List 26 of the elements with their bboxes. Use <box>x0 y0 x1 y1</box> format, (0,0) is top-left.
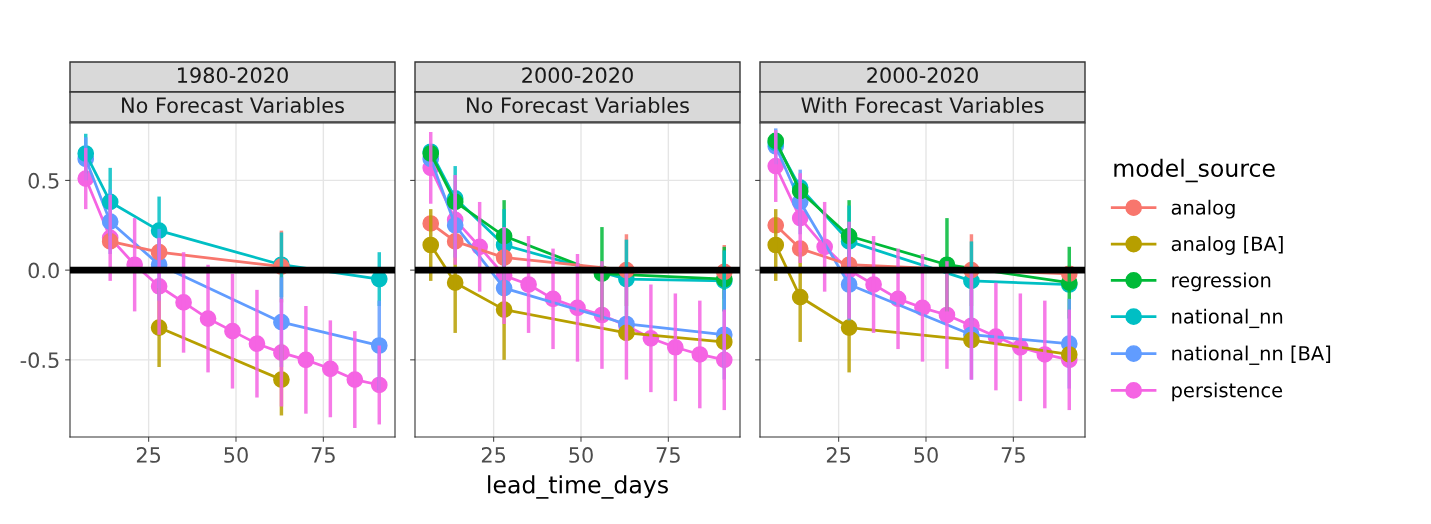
y-tick-label: 0.0 <box>28 262 59 279</box>
x-tick-label: 25 <box>826 447 851 463</box>
x-tick-label: 75 <box>1001 447 1025 463</box>
legend-title: model_source <box>1114 158 1275 183</box>
x-tick-label: 50 <box>224 447 248 463</box>
legend-label: national_nn <box>1172 308 1283 329</box>
x-tick-label: 25 <box>136 447 161 463</box>
legend-label: analog <box>1171 199 1235 219</box>
y-tick-label: 0.5 <box>28 172 59 189</box>
legend-label: national_nn [BA] <box>1172 345 1331 365</box>
x-tick-label: 75 <box>656 447 680 463</box>
legend-label: regression <box>1172 272 1271 292</box>
x-tick-label: 75 <box>311 447 335 463</box>
y-tick-label: -0.5 <box>20 352 59 369</box>
x-tick-label: 50 <box>569 447 593 463</box>
x-tick-label: 50 <box>914 447 938 463</box>
legend-label: persistence <box>1172 382 1283 402</box>
chart-title: 2000-2020 <box>867 67 978 84</box>
chart-subtitle: With Forecast Variables <box>801 96 1044 114</box>
x-axis-title: lead_time_days <box>488 475 668 499</box>
chart-subtitle: No Forecast Variables <box>122 96 344 114</box>
legend-label: analog [BA] <box>1171 236 1283 255</box>
chart-title: 2000-2020 <box>522 67 633 84</box>
chart-title: 1980-2020 <box>178 67 288 84</box>
chart-subtitle: No Forecast Variables <box>467 96 689 114</box>
x-tick-label: 25 <box>481 447 506 463</box>
